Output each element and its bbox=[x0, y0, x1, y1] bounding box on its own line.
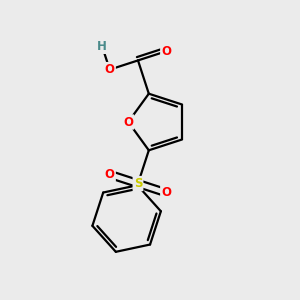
Text: O: O bbox=[161, 45, 171, 58]
Text: O: O bbox=[105, 168, 115, 181]
Text: S: S bbox=[134, 177, 142, 190]
Text: O: O bbox=[161, 186, 171, 199]
Text: H: H bbox=[97, 40, 107, 53]
Text: O: O bbox=[105, 63, 115, 76]
Text: O: O bbox=[123, 116, 133, 128]
